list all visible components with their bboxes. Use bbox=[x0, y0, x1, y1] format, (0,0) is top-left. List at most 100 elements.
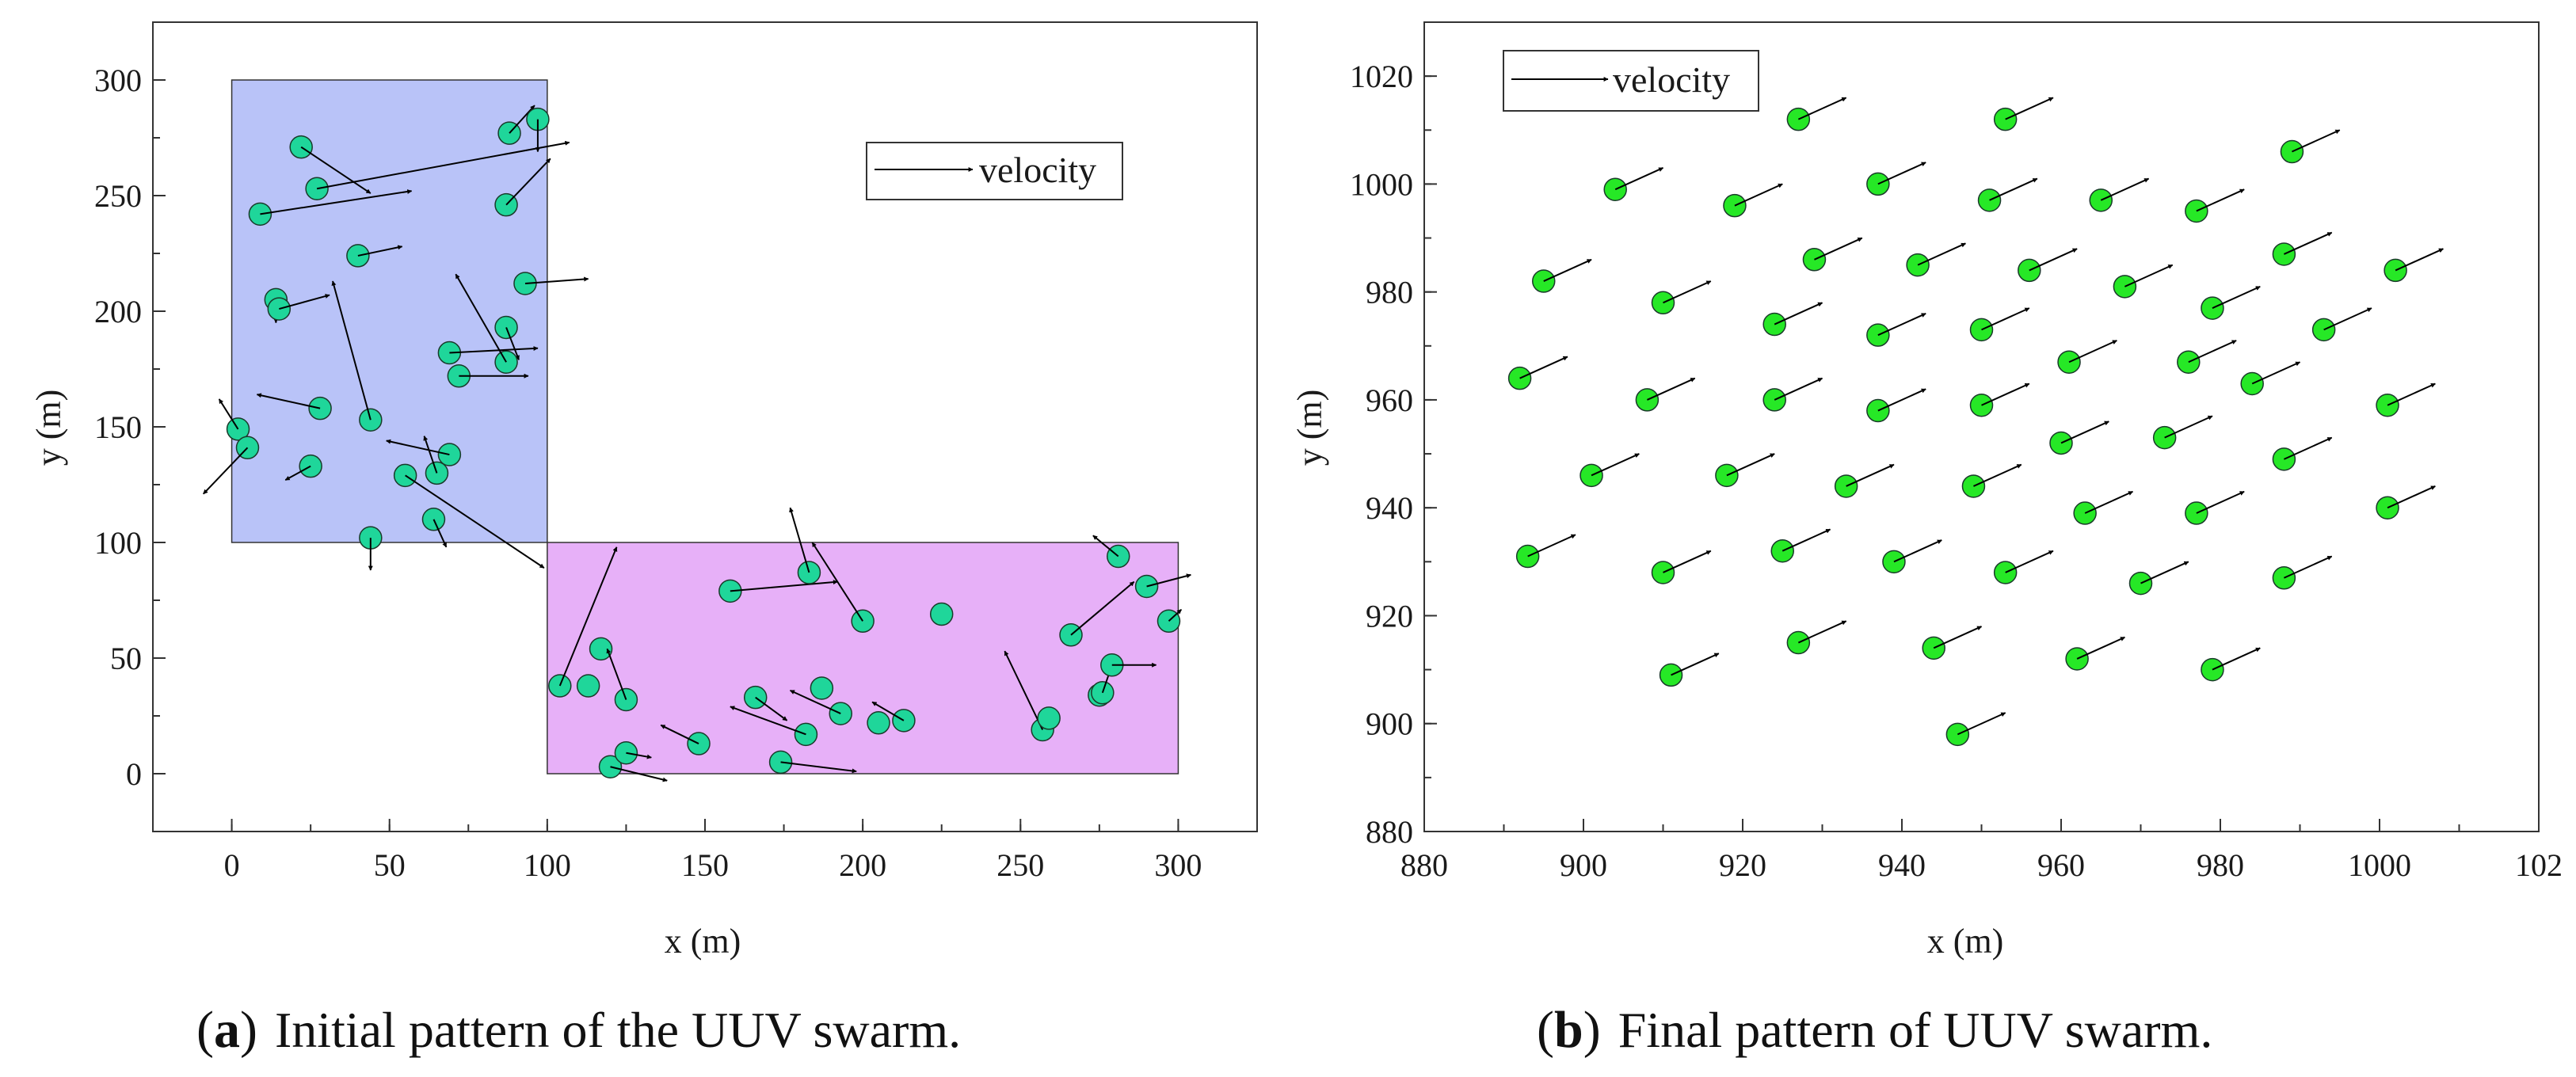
panel-a-velocity-arrow bbox=[1070, 580, 1135, 636]
panel-a-velocity-arrow bbox=[256, 393, 321, 409]
panel-b-velocity-arrow bbox=[2292, 129, 2341, 153]
panel-b-y-axis-title: y (m) bbox=[1290, 390, 1329, 466]
panel-b-y-tick-label: 960 bbox=[1366, 382, 1413, 418]
panel-b-y-tick-label: 940 bbox=[1366, 490, 1413, 526]
panel-b-velocity-arrow bbox=[2164, 415, 2213, 439]
panel-b-velocity-arrow bbox=[1933, 626, 1983, 649]
panel-b-velocity-arrow bbox=[2212, 647, 2261, 671]
panel-a-velocity-arrow bbox=[660, 724, 699, 744]
panel-a-velocity-arrow bbox=[1092, 535, 1119, 558]
panel-b-velocity-arrow bbox=[2212, 285, 2261, 310]
panel-a-velocity-arrow bbox=[789, 507, 810, 573]
panel-a-regions bbox=[231, 79, 1179, 774]
panel-b-uuv-point bbox=[1762, 388, 1786, 412]
panel-b-velocity-arrow bbox=[1781, 528, 1831, 552]
panel-a-velocity-arrow bbox=[316, 140, 570, 190]
panel-b-caption-letter: b bbox=[1554, 1001, 1583, 1059]
panel-b-caption: (b) Final pattern of UUV swarm. bbox=[1537, 1001, 2212, 1059]
panel-a-velocity-arrow bbox=[730, 580, 838, 592]
panel-a-velocity-arrow bbox=[871, 701, 905, 721]
panel-a-y-tick-label: 0 bbox=[126, 756, 142, 792]
panel-b-velocity-arrow bbox=[1663, 280, 1712, 304]
panel-b-velocity-arrow bbox=[1527, 534, 1576, 558]
panel-a-velocity-arrow bbox=[509, 105, 535, 134]
panel-a-velocity-arrow bbox=[331, 280, 372, 421]
panel-a-velocity-arrow bbox=[300, 146, 372, 194]
panel-b-x-tick-label: 980 bbox=[2197, 847, 2244, 883]
panel-a-caption-text: Initial pattern of the UUV swarm. bbox=[275, 1002, 961, 1058]
panel-a-uuv-point bbox=[1037, 706, 1061, 730]
panel-b-velocity-arrow bbox=[2060, 421, 2109, 444]
panel-a-velocity-arrow bbox=[449, 346, 539, 354]
panel-a-x-tick-label: 100 bbox=[524, 847, 571, 883]
panel-b-plot-frame bbox=[1423, 21, 2540, 832]
panel-a-uuv-point bbox=[867, 711, 890, 735]
panel-a-velocity-arrow bbox=[279, 294, 330, 310]
panel-a-velocity-arrow bbox=[218, 398, 239, 430]
panel-b-x-tick-label: 880 bbox=[1400, 847, 1448, 883]
panel-b-y-tick-label: 1020 bbox=[1350, 59, 1413, 94]
panel-a-uuv-point bbox=[589, 637, 613, 661]
panel-a-x-tick-label: 300 bbox=[1154, 847, 1202, 883]
panel-a-velocity-arrow bbox=[433, 519, 448, 548]
panel-a-velocity-arrow bbox=[203, 447, 249, 495]
panel-b-caption-text: Final pattern of UUV swarm. bbox=[1618, 1002, 2213, 1058]
panel-b-velocity-arrow bbox=[1797, 620, 1847, 644]
panel-a-points bbox=[203, 105, 1191, 782]
panel-b-velocity-arrow bbox=[1846, 463, 1895, 487]
panel-b-velocity-arrow bbox=[2005, 550, 2054, 573]
panel-a-y-axis-title: y (m) bbox=[29, 390, 68, 466]
panel-a-legend-label: velocity bbox=[979, 150, 1096, 190]
panel-a-velocity-arrow bbox=[505, 327, 520, 360]
panel-a-legend: velocity bbox=[866, 142, 1123, 200]
panel-a-velocity-arrow bbox=[1168, 608, 1183, 622]
panel-b-velocity-arrow bbox=[1981, 382, 2030, 406]
panel-b-velocity-arrow bbox=[1774, 377, 1823, 401]
panel-b-y-tick-label: 900 bbox=[1366, 706, 1413, 742]
panel-b-velocity-arrow bbox=[2124, 264, 2174, 287]
panel-b-y-tick-label: 980 bbox=[1366, 275, 1413, 310]
panel-a-velocity-arrow bbox=[524, 276, 589, 284]
panel-a-y-tick-label: 300 bbox=[94, 63, 142, 98]
panel-b-velocity-arrow bbox=[1893, 539, 1942, 563]
panel-b-velocity-arrow bbox=[1989, 177, 2038, 201]
panel-b-velocity-arrow bbox=[2029, 248, 2078, 272]
panel-b-velocity-arrow bbox=[1957, 712, 2006, 736]
panel-b-points bbox=[1507, 97, 2444, 747]
panel-b-velocity-arrow bbox=[1814, 237, 1863, 261]
panel-a-velocity-arrow bbox=[405, 474, 545, 569]
panel-a-y-tick-label: 250 bbox=[94, 178, 142, 214]
panel-b-velocity-arrow bbox=[2251, 361, 2301, 385]
panel-a-uuv-point bbox=[929, 602, 954, 626]
panel-a-velocity-arrow bbox=[789, 689, 841, 714]
panel-a-y-tick-label: 200 bbox=[94, 294, 142, 329]
panel-b-velocity-arrow bbox=[1973, 463, 2022, 487]
panel-a-uuv-point bbox=[576, 674, 600, 698]
panel-b-legend-box bbox=[1503, 50, 1759, 112]
panel-a-velocity-arrow bbox=[558, 546, 618, 687]
panel-a-caption-letter: a bbox=[214, 1001, 240, 1059]
panel-a-uuv-point bbox=[797, 561, 821, 584]
panel-b-velocity-arrow bbox=[2140, 561, 2189, 584]
panel-a-uuv-point bbox=[393, 463, 417, 488]
panel-b-velocity-arrow bbox=[1726, 453, 1775, 477]
panel-b-x-tick-label: 960 bbox=[2037, 847, 2085, 883]
panel-a-x-axis-title: x (m) bbox=[665, 922, 741, 961]
panel-a-x-tick-label: 250 bbox=[996, 847, 1044, 883]
panel-a-x-tick-label: 50 bbox=[374, 847, 406, 883]
panel-b-x-axis-title: x (m) bbox=[1927, 922, 2004, 961]
panel-a-x-tick-label: 150 bbox=[681, 847, 729, 883]
panel-b-x-tick-label: 900 bbox=[1560, 847, 1607, 883]
panel-a-y-tick-label: 50 bbox=[110, 641, 142, 676]
panel-b-velocity-arrow bbox=[1981, 307, 2030, 331]
panel-a-velocity-arrow bbox=[260, 189, 413, 215]
panel-b-legend-label: velocity bbox=[1613, 59, 1730, 100]
panel-a-x-tick-label: 200 bbox=[839, 847, 886, 883]
panel-b-velocity-arrow bbox=[2196, 490, 2245, 514]
panel-b-velocity-arrow bbox=[2387, 382, 2436, 406]
panel-b-y-tick-label: 920 bbox=[1366, 598, 1413, 634]
panel-a-legend-box bbox=[866, 142, 1123, 200]
panel-a-velocity-arrow bbox=[610, 766, 668, 782]
panel-a-velocity-arrow bbox=[284, 465, 311, 481]
